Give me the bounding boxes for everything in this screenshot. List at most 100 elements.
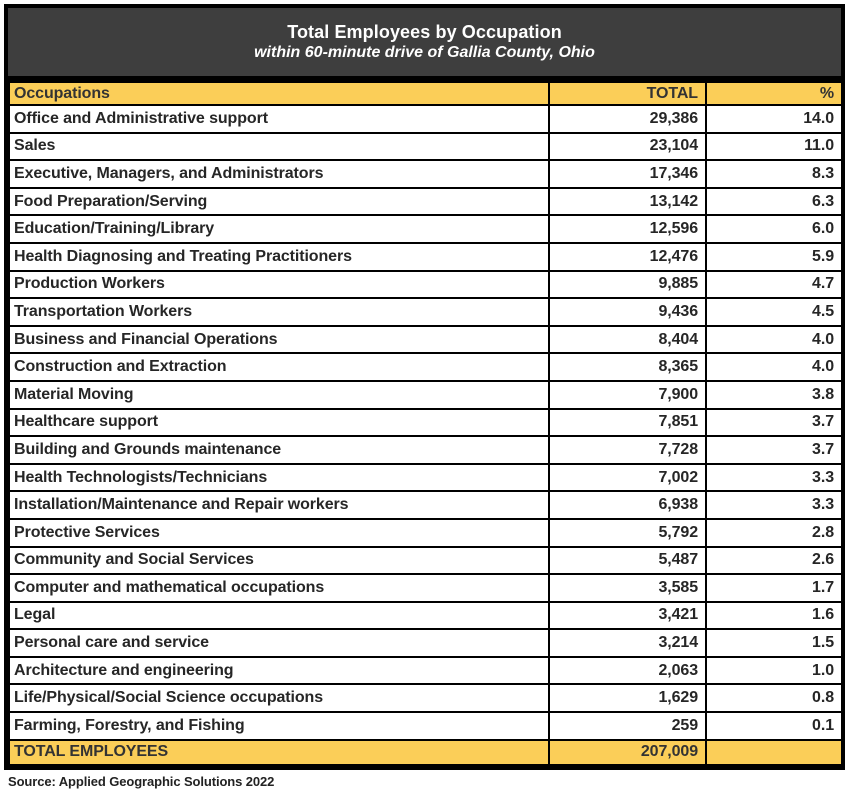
total-cell: 9,436 bbox=[548, 297, 707, 327]
table-row: Business and Financial Operations 8,404 … bbox=[8, 324, 843, 355]
total-row: TOTAL EMPLOYEES 207,009 bbox=[8, 738, 843, 766]
table-row: Community and Social Services 5,487 2.6 bbox=[8, 545, 843, 576]
total-row-percent bbox=[705, 738, 843, 766]
total-cell: 17,346 bbox=[548, 159, 707, 189]
total-cell: 7,851 bbox=[548, 407, 707, 438]
table-row: Healthcare support 7,851 3.7 bbox=[8, 407, 843, 438]
percent-cell: 6.3 bbox=[705, 186, 843, 217]
percent-cell: 3.3 bbox=[705, 490, 843, 520]
percent-cell: 11.0 bbox=[705, 131, 843, 162]
table-row: Health Technologists/Technicians 7,002 3… bbox=[8, 462, 843, 493]
percent-cell: 1.6 bbox=[705, 600, 843, 631]
total-cell: 9,885 bbox=[548, 269, 707, 300]
total-cell: 5,487 bbox=[548, 545, 707, 576]
table-row: Farming, Forestry, and Fishing 259 0.1 bbox=[8, 711, 843, 741]
table-body: Office and Administrative support 29,386… bbox=[8, 104, 843, 741]
occupation-cell: Health Technologists/Technicians bbox=[8, 462, 550, 493]
total-cell: 8,404 bbox=[548, 324, 707, 355]
occupation-cell: Personal care and service bbox=[8, 628, 550, 658]
occupation-cell: Material Moving bbox=[8, 379, 550, 410]
total-cell: 6,938 bbox=[548, 490, 707, 520]
table-row: Transportation Workers 9,436 4.5 bbox=[8, 297, 843, 327]
occupations-table: Occupations TOTAL % Office and Administr… bbox=[8, 81, 843, 766]
occupation-cell: Construction and Extraction bbox=[8, 352, 550, 382]
table-row: Computer and mathematical occupations 3,… bbox=[8, 573, 843, 603]
table-row: Building and Grounds maintenance 7,728 3… bbox=[8, 435, 843, 465]
occupation-cell: Life/Physical/Social Science occupations bbox=[8, 683, 550, 714]
total-cell: 12,476 bbox=[548, 241, 707, 272]
percent-cell: 4.0 bbox=[705, 352, 843, 382]
table-row: Construction and Extraction 8,365 4.0 bbox=[8, 352, 843, 382]
table-row: Executive, Managers, and Administrators … bbox=[8, 159, 843, 189]
percent-cell: 0.1 bbox=[705, 711, 843, 741]
total-row-label: TOTAL EMPLOYEES bbox=[8, 738, 550, 766]
total-cell: 29,386 bbox=[548, 104, 707, 134]
percent-cell: 2.6 bbox=[705, 545, 843, 576]
percent-cell: 14.0 bbox=[705, 104, 843, 134]
occupation-cell: Production Workers bbox=[8, 269, 550, 300]
total-cell: 5,792 bbox=[548, 517, 707, 548]
total-cell: 8,365 bbox=[548, 352, 707, 382]
total-cell: 12,596 bbox=[548, 214, 707, 244]
total-cell: 2,063 bbox=[548, 655, 707, 686]
total-row-total: 207,009 bbox=[548, 738, 707, 766]
occupation-cell: Office and Administrative support bbox=[8, 104, 550, 134]
total-cell: 3,214 bbox=[548, 628, 707, 658]
occupation-cell: Executive, Managers, and Administrators bbox=[8, 159, 550, 189]
occupation-cell: Food Preparation/Serving bbox=[8, 186, 550, 217]
percent-cell: 3.8 bbox=[705, 379, 843, 410]
total-cell: 3,421 bbox=[548, 600, 707, 631]
occupation-cell: Sales bbox=[8, 131, 550, 162]
table-row: Material Moving 7,900 3.8 bbox=[8, 379, 843, 410]
column-header-percent: % bbox=[705, 81, 843, 106]
table-row: Education/Training/Library 12,596 6.0 bbox=[8, 214, 843, 244]
occupation-cell: Education/Training/Library bbox=[8, 214, 550, 244]
total-cell: 1,629 bbox=[548, 683, 707, 714]
table-row: Personal care and service 3,214 1.5 bbox=[8, 628, 843, 658]
percent-cell: 2.8 bbox=[705, 517, 843, 548]
percent-cell: 1.7 bbox=[705, 573, 843, 603]
total-cell: 259 bbox=[548, 711, 707, 741]
percent-cell: 3.3 bbox=[705, 462, 843, 493]
occupation-cell: Installation/Maintenance and Repair work… bbox=[8, 490, 550, 520]
occupation-cell: Building and Grounds maintenance bbox=[8, 435, 550, 465]
total-cell: 7,728 bbox=[548, 435, 707, 465]
table-row: Health Diagnosing and Treating Practitio… bbox=[8, 241, 843, 272]
percent-cell: 3.7 bbox=[705, 435, 843, 465]
occupation-cell: Architecture and engineering bbox=[8, 655, 550, 686]
table-row: Food Preparation/Serving 13,142 6.3 bbox=[8, 186, 843, 217]
total-cell: 3,585 bbox=[548, 573, 707, 603]
percent-cell: 8.3 bbox=[705, 159, 843, 189]
table-row: Production Workers 9,885 4.7 bbox=[8, 269, 843, 300]
employment-table: Total Employees by Occupation within 60-… bbox=[4, 4, 845, 770]
occupation-cell: Transportation Workers bbox=[8, 297, 550, 327]
table-row: Sales 23,104 11.0 bbox=[8, 131, 843, 162]
percent-cell: 1.5 bbox=[705, 628, 843, 658]
percent-cell: 6.0 bbox=[705, 214, 843, 244]
occupation-cell: Healthcare support bbox=[8, 407, 550, 438]
header-row: Occupations TOTAL % bbox=[8, 81, 843, 106]
occupation-cell: Protective Services bbox=[8, 517, 550, 548]
column-header-total: TOTAL bbox=[548, 81, 707, 106]
table-row: Life/Physical/Social Science occupations… bbox=[8, 683, 843, 714]
table-title-block: Total Employees by Occupation within 60-… bbox=[8, 8, 841, 81]
occupation-cell: Computer and mathematical occupations bbox=[8, 573, 550, 603]
total-cell: 7,002 bbox=[548, 462, 707, 493]
table-row: Legal 3,421 1.6 bbox=[8, 600, 843, 631]
occupation-cell: Business and Financial Operations bbox=[8, 324, 550, 355]
total-cell: 23,104 bbox=[548, 131, 707, 162]
occupation-cell: Legal bbox=[8, 600, 550, 631]
total-cell: 13,142 bbox=[548, 186, 707, 217]
percent-cell: 1.0 bbox=[705, 655, 843, 686]
percent-cell: 3.7 bbox=[705, 407, 843, 438]
occupation-cell: Community and Social Services bbox=[8, 545, 550, 576]
percent-cell: 4.5 bbox=[705, 297, 843, 327]
table-title: Total Employees by Occupation bbox=[287, 22, 562, 42]
percent-cell: 4.0 bbox=[705, 324, 843, 355]
table-row: Installation/Maintenance and Repair work… bbox=[8, 490, 843, 520]
table-row: Office and Administrative support 29,386… bbox=[8, 104, 843, 134]
table-row: Architecture and engineering 2,063 1.0 bbox=[8, 655, 843, 686]
column-header-occupations: Occupations bbox=[8, 81, 550, 106]
occupation-cell: Health Diagnosing and Treating Practitio… bbox=[8, 241, 550, 272]
